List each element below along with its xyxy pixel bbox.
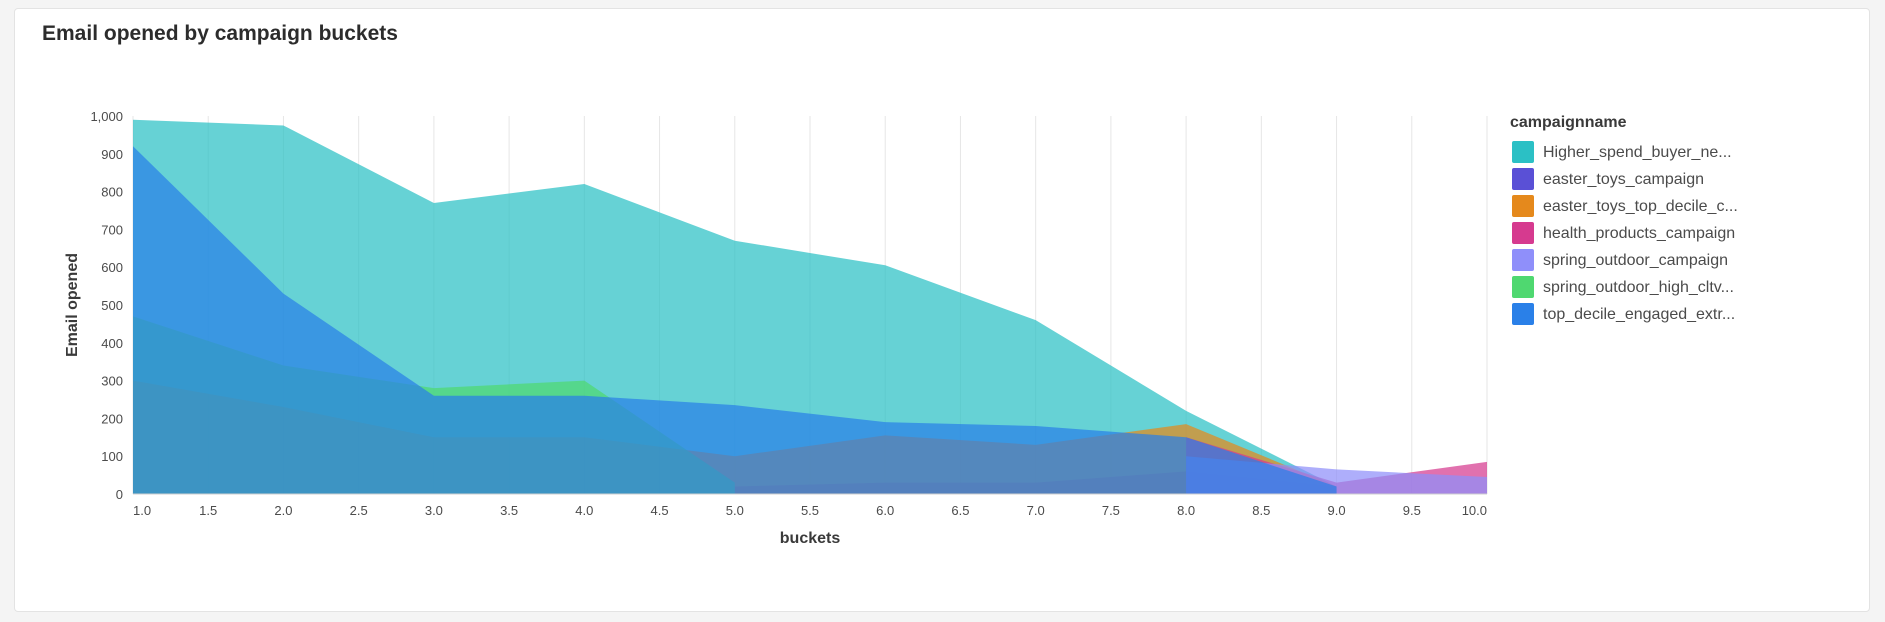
x-tick-label: 7.5 [1102, 503, 1120, 518]
area-series-6[interactable] [133, 146, 1337, 495]
legend-item[interactable]: spring_outdoor_high_cltv... [1512, 276, 1734, 298]
legend-label: easter_toys_campaign [1543, 171, 1704, 188]
y-tick-label: 900 [101, 147, 123, 162]
legend-swatch [1512, 303, 1534, 325]
legend-label: health_products_campaign [1543, 225, 1735, 242]
x-tick-label: 8.0 [1177, 503, 1195, 518]
legend-swatch [1512, 276, 1534, 298]
legend-item[interactable]: Higher_spend_buyer_ne... [1512, 141, 1732, 163]
legend-swatch [1512, 141, 1534, 163]
y-tick-label: 300 [101, 374, 123, 389]
legend-label: top_decile_engaged_extr... [1543, 306, 1735, 323]
x-tick-label: 9.5 [1403, 503, 1421, 518]
y-tick-label: 200 [101, 411, 123, 426]
y-tick-label: 600 [101, 260, 123, 275]
x-axis-title: buckets [780, 530, 841, 547]
x-tick-label: 4.5 [651, 503, 669, 518]
legend-swatch [1512, 168, 1534, 190]
x-tick-label: 2.0 [274, 503, 292, 518]
x-tick-label: 9.0 [1328, 503, 1346, 518]
x-tick-label: 6.5 [951, 503, 969, 518]
x-tick-label: 4.0 [575, 503, 593, 518]
legend-swatch [1512, 249, 1534, 271]
legend-item[interactable]: spring_outdoor_campaign [1512, 249, 1728, 271]
legend-item[interactable]: easter_toys_campaign [1512, 168, 1704, 190]
legend-label: easter_toys_top_decile_c... [1543, 198, 1738, 215]
legend-item[interactable]: health_products_campaign [1512, 222, 1735, 244]
plot-areas [133, 119, 1487, 495]
x-tick-label: 5.0 [726, 503, 744, 518]
x-tick-label: 7.0 [1027, 503, 1045, 518]
y-axis-title: Email opened [64, 253, 81, 357]
y-tick-label: 0 [116, 487, 123, 502]
y-tick-label: 400 [101, 336, 123, 351]
y-tick-label: 100 [101, 449, 123, 464]
y-tick-label: 1,000 [90, 109, 123, 124]
legend-title: campaignname [1510, 114, 1627, 131]
y-tick-label: 800 [101, 185, 123, 200]
legend-label: spring_outdoor_campaign [1543, 252, 1728, 269]
legend-swatch [1512, 195, 1534, 217]
y-tick-label: 500 [101, 298, 123, 313]
legend-item[interactable]: top_decile_engaged_extr... [1512, 303, 1735, 325]
legend-label: Higher_spend_buyer_ne... [1543, 144, 1732, 161]
x-tick-label: 3.0 [425, 503, 443, 518]
y-tick-label: 700 [101, 222, 123, 237]
x-tick-label: 5.5 [801, 503, 819, 518]
x-axis: 1.0 1.5 2.0 2.5 3.0 3.5 4.0 4.5 5.0 5.5 6.0 6.5 7.0 7… [133, 503, 1487, 518]
chart-title: Email opened by campaign buckets [42, 22, 398, 45]
x-tick-label: 10.0 [1462, 503, 1487, 518]
y-axis: 0 100 200 300 400 500 600 700 800 900 1,000 [90, 109, 123, 502]
legend: campaignname Higher_spend_buyer_ne...eas… [1510, 114, 1738, 325]
legend-item[interactable]: easter_toys_top_decile_c... [1512, 195, 1738, 217]
x-tick-label: 6.0 [876, 503, 894, 518]
x-tick-label: 1.0 [133, 503, 151, 518]
x-tick-label: 3.5 [500, 503, 518, 518]
x-tick-label: 2.5 [350, 503, 368, 518]
x-tick-label: 1.5 [199, 503, 217, 518]
x-tick-label: 8.5 [1252, 503, 1270, 518]
legend-swatch [1512, 222, 1534, 244]
legend-label: spring_outdoor_high_cltv... [1543, 279, 1734, 296]
